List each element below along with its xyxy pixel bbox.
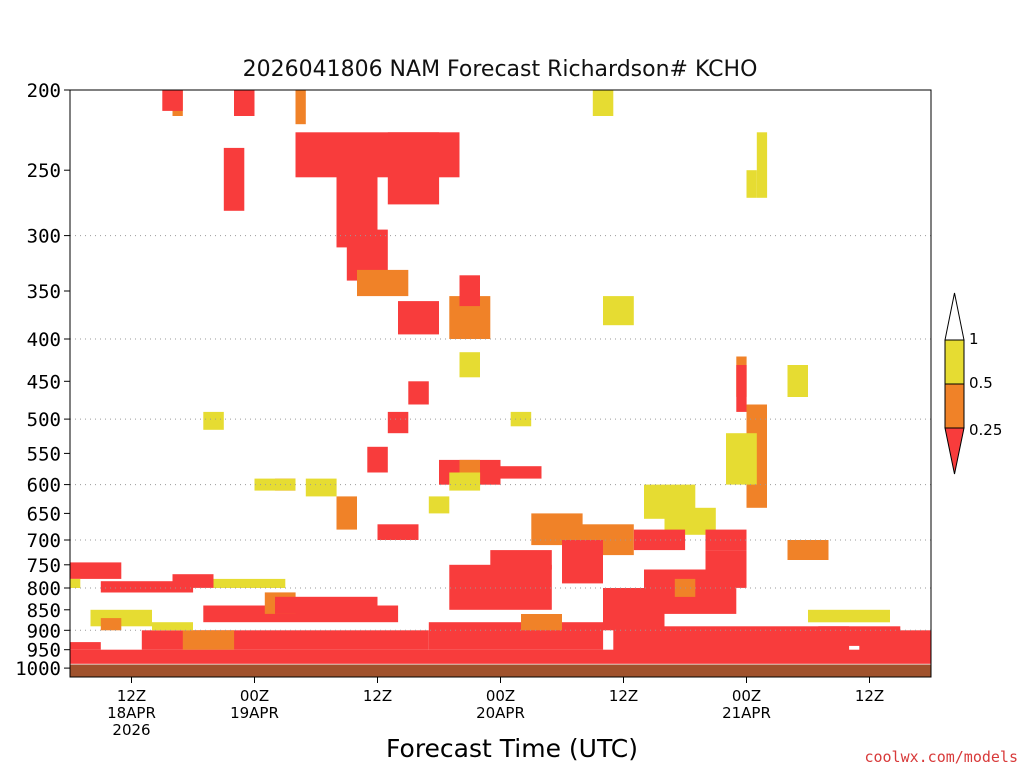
chart-title: 2026041806 NAM Forecast Richardson# KCHO (243, 57, 758, 82)
heatmap-cell-71 (521, 614, 562, 631)
x-tick-label-0-1: 12Z (117, 687, 146, 705)
heatmap-cell-66 (613, 626, 850, 654)
y-tick-label-750: 750 (27, 555, 61, 577)
x-tick-label-6-1: 12Z (855, 687, 884, 705)
heatmap-cell-41 (336, 496, 357, 530)
heatmap-cell-54 (172, 574, 214, 588)
x-tick-label-4-1: 12Z (609, 687, 638, 705)
heatmap-cell-18 (408, 381, 429, 405)
legend-swatch-0.5-1 (944, 339, 965, 385)
y-tick-label-1000: 1000 (15, 658, 61, 680)
legend: 1 0.5 0.25 (944, 292, 1002, 475)
heatmap-cell-45 (449, 564, 552, 610)
heatmap-cell-50 (705, 550, 747, 588)
heatmap-cell-23 (736, 365, 747, 412)
y-axis: 200 250 300 350 400 450 500 550 600 650 700 7508008… (15, 80, 70, 680)
heatmap-cell-25 (726, 433, 757, 485)
heatmap-cell-6 (234, 90, 255, 116)
ground-fill (70, 664, 931, 677)
x-tick-label-0-3: 2026 (112, 721, 150, 739)
heatmap-cell-56 (213, 578, 286, 588)
heatmap-cell-43 (428, 496, 450, 514)
heatmap-cell-59 (275, 596, 378, 614)
heatmap-cell-8 (592, 90, 614, 116)
legend-swatch-gt-1 (944, 292, 965, 341)
heatmap-cell-13 (398, 301, 439, 335)
heatmap-cell-55 (70, 578, 81, 588)
heatmap-cell-0 (223, 147, 245, 211)
x-tick-label-5-2: 21APR (722, 704, 771, 722)
heatmap-cell-70 (100, 618, 122, 631)
heatmap-cell-33 (787, 540, 829, 560)
heatmap-cell-42 (367, 446, 388, 473)
heatmap-cell-64 (182, 630, 235, 650)
ground-layer (70, 664, 931, 677)
legend-swatch-0.25-0.5 (944, 383, 965, 429)
heatmap-cell-15 (459, 275, 480, 307)
y-tick-label-550: 550 (27, 443, 61, 465)
x-tick-label-3-2: 20APR (476, 704, 525, 722)
x-tick-label-2-1: 12Z (363, 687, 392, 705)
heatmap-cell-7 (295, 90, 306, 125)
x-tick-label-5-1: 00Z (732, 687, 761, 705)
y-tick-label-500: 500 (27, 409, 61, 431)
heatmap-cell-44 (377, 524, 419, 540)
heatmap-cell-35 (449, 472, 481, 491)
heatmap-cell-37 (500, 466, 542, 479)
heatmap-cell-17 (459, 352, 480, 378)
y-tick-label-900: 900 (27, 620, 61, 642)
heatmap-cell-16 (603, 296, 634, 326)
heatmap-cell-40 (305, 478, 337, 497)
y-tick-label-850: 850 (27, 600, 61, 622)
y-tick-label-200: 200 (27, 80, 61, 102)
y-tick-label-950: 950 (27, 640, 61, 662)
heatmap-cell-3 (387, 132, 440, 205)
heatmap-cell-19 (387, 411, 409, 434)
y-tick-label-250: 250 (27, 160, 61, 182)
heatmap-cell-26 (787, 365, 808, 397)
heatmap-cell-61 (70, 642, 101, 650)
gridlines (70, 235, 931, 631)
heatmap-cells (70, 90, 931, 664)
x-tick-label-1-2: 19APR (230, 704, 279, 722)
watermark: coolwx.com/models (864, 748, 1018, 766)
heatmap-cell-52 (70, 562, 122, 579)
heatmap-cell-10 (746, 170, 757, 198)
heatmap-cell-46 (490, 550, 552, 570)
x-axis-label: Forecast Time (UTC) (386, 734, 638, 763)
heatmap-cell-9 (756, 132, 768, 198)
legend-label-2: 0.25 (969, 421, 1002, 439)
heatmap-cell-5 (162, 90, 183, 111)
heatmap-cell-29 (531, 513, 583, 546)
heatmap-cell-31 (633, 529, 686, 551)
heatmap-cell-69 (859, 630, 931, 654)
y-tick-label-300: 300 (27, 226, 61, 248)
y-tick-label-600: 600 (27, 475, 61, 497)
heatmap-cell-47 (562, 540, 603, 584)
legend-label-0: 1 (969, 330, 979, 348)
heatmap-cell-67 (808, 609, 890, 623)
x-tick-label-0-2: 18APR (107, 704, 156, 722)
heatmap-cell-36 (459, 459, 480, 473)
x-tick-label-1-1: 00Z (240, 687, 269, 705)
y-tick-label-800: 800 (27, 578, 61, 600)
y-tick-label-350: 350 (27, 281, 61, 303)
y-tick-label-400: 400 (27, 329, 61, 351)
heatmap-cell-72 (152, 622, 193, 631)
heatmap-cell-20 (203, 411, 224, 430)
y-tick-label-700: 700 (27, 530, 61, 552)
legend-label-1: 0.5 (969, 374, 993, 392)
x-tick-label-3-1: 00Z (486, 687, 515, 705)
y-tick-label-450: 450 (27, 371, 61, 393)
heatmap-cell-65 (428, 622, 604, 650)
y-tick-label-650: 650 (27, 503, 61, 525)
heatmap-cell-53 (100, 581, 194, 593)
legend-swatch-lt-0.25 (944, 427, 965, 475)
heatmap-cell-12 (357, 269, 409, 297)
